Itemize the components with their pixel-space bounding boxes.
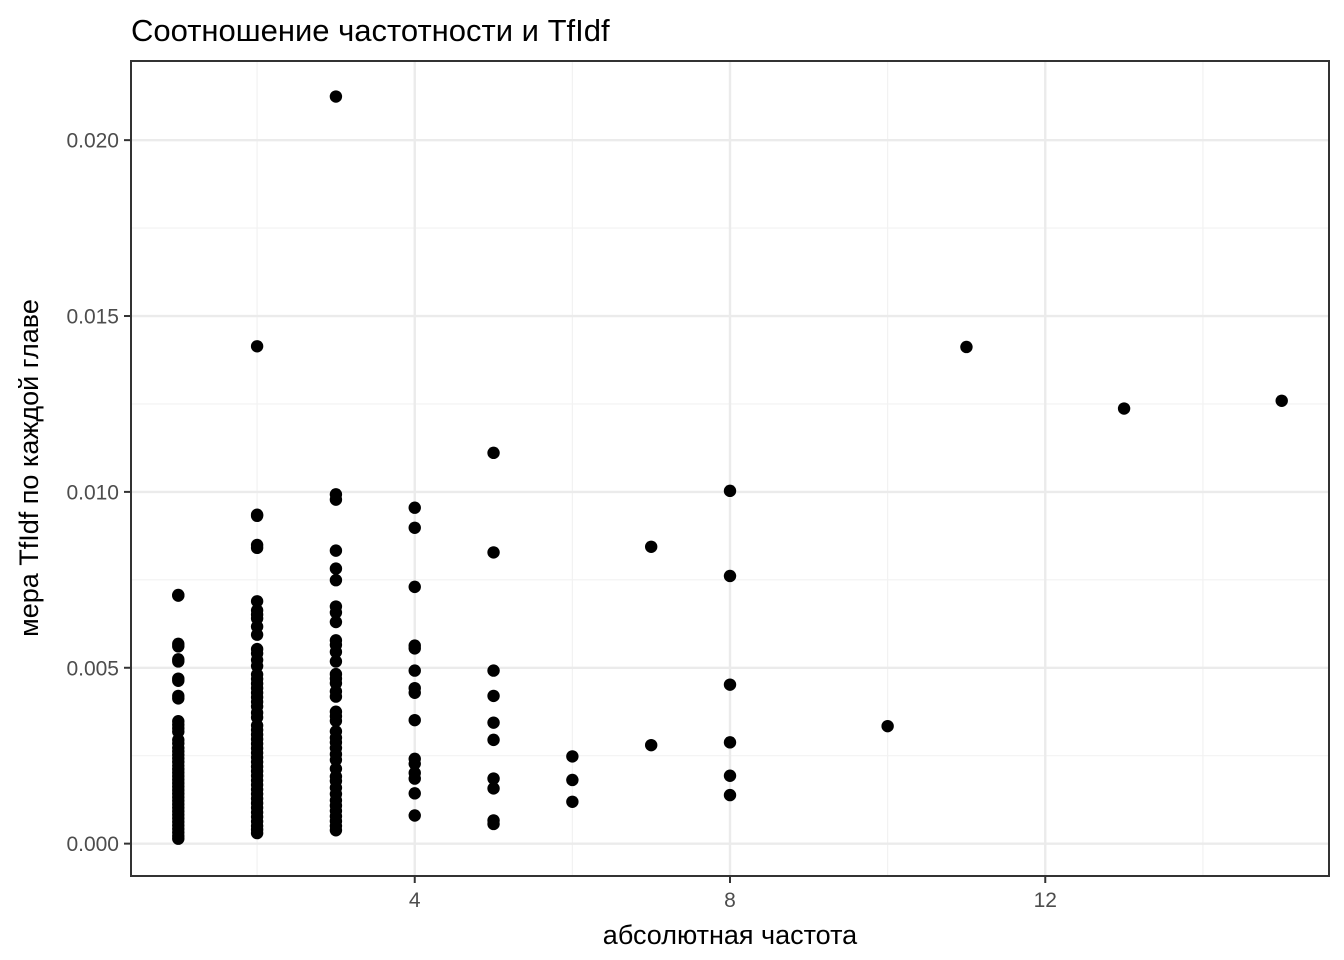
data-point [329,645,343,659]
data-point [644,540,658,553]
data-point [329,562,343,575]
data-point [172,832,185,845]
data-point [723,569,737,583]
data-points [172,90,1288,845]
data-point [487,716,500,729]
data-point [487,689,500,703]
data-point [329,606,343,619]
data-point [250,509,264,523]
data-point [1117,402,1131,415]
x-axis-title: абсолютная частота [603,920,858,950]
data-point [250,826,264,840]
data-point [408,521,421,534]
data-point [172,640,185,653]
data-point [329,573,343,587]
x-tick-label: 12 [1034,889,1057,912]
data-point [960,340,973,354]
y-tick-label: 0.005 [66,657,119,680]
data-point [487,446,500,460]
y-tick-label: 0.020 [66,130,119,153]
data-point [329,544,343,557]
data-point [723,769,737,782]
data-point [172,589,185,602]
data-point [723,484,737,498]
data-point [329,714,343,728]
data-point [487,772,500,785]
data-point [487,664,500,677]
data-point [329,90,343,103]
y-tick-label: 0.000 [66,833,119,856]
x-axis-ticks: 4 8 12 [409,876,1057,912]
x-tick-label: 8 [724,889,736,912]
data-point [172,655,185,668]
data-point [172,674,185,687]
data-point [329,753,343,767]
x-tick-label: 4 [409,889,421,912]
data-point [408,713,421,727]
data-point [172,692,185,705]
data-point [566,750,579,763]
data-point [408,664,421,677]
data-point [566,773,579,787]
data-point [329,824,343,837]
data-point [408,757,421,770]
data-point [329,655,343,668]
major-gridlines [131,61,1329,876]
data-point [723,788,737,802]
y-axis-title: мера TfIdf по каждой главе [14,299,44,637]
chart-title: Соотношение частотности и TfIdf [131,13,610,48]
data-point [408,686,421,699]
y-axis-ticks: 0.000 0.005 0.010 0.015 0.020 [66,130,131,856]
data-point [723,736,737,749]
data-point [408,642,421,655]
data-point [881,719,894,733]
data-point [723,678,737,691]
data-point [487,817,500,831]
y-tick-label: 0.015 [66,306,119,329]
data-point [1275,394,1288,407]
data-point [408,772,421,785]
data-point [644,738,658,752]
data-point [487,733,500,747]
data-point [408,580,421,594]
data-point [408,787,421,800]
data-point [408,809,421,822]
data-point [408,501,421,514]
data-point [329,615,343,629]
data-point [250,340,264,353]
data-point [250,595,264,608]
data-point [329,493,343,506]
data-point [329,690,343,703]
data-point [250,541,264,555]
data-point [487,782,500,795]
y-tick-label: 0.010 [66,481,119,504]
data-point [566,795,579,808]
data-point [487,546,500,559]
data-point [250,628,264,641]
